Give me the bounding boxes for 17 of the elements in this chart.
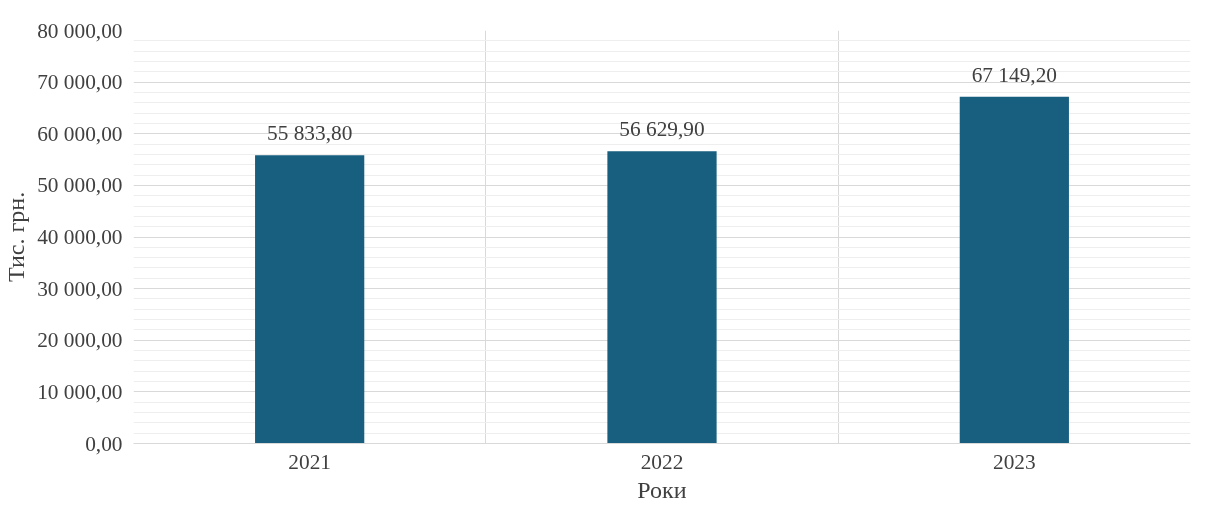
y-tick-label: 40 000,00 (37, 225, 123, 249)
y-tick-label: 0,00 (85, 431, 123, 456)
y-tick-label: 10 000,00 (37, 379, 123, 404)
y-tick-label: 80 000,00 (37, 18, 123, 43)
y-tick-label: 50 000,00 (37, 173, 123, 198)
y-tick-label: 60 000,00 (37, 121, 123, 146)
y-tick-label: 20 000,00 (37, 328, 123, 353)
y-axis-title: Тис. грн. (3, 191, 30, 283)
y-tick-label: 70 000,00 (37, 70, 123, 95)
x-axis-title: Роки (637, 476, 687, 503)
x-tick-label: 2022 (640, 449, 684, 474)
data-label: 55 833,80 (267, 121, 353, 146)
y-tick-label: 30 000,00 (37, 276, 123, 301)
data-label: 56 629,90 (619, 117, 705, 142)
x-tick-label: 2021 (288, 449, 331, 474)
x-tick-label: 2023 (993, 449, 1036, 474)
data-label: 67 149,20 (971, 62, 1057, 87)
